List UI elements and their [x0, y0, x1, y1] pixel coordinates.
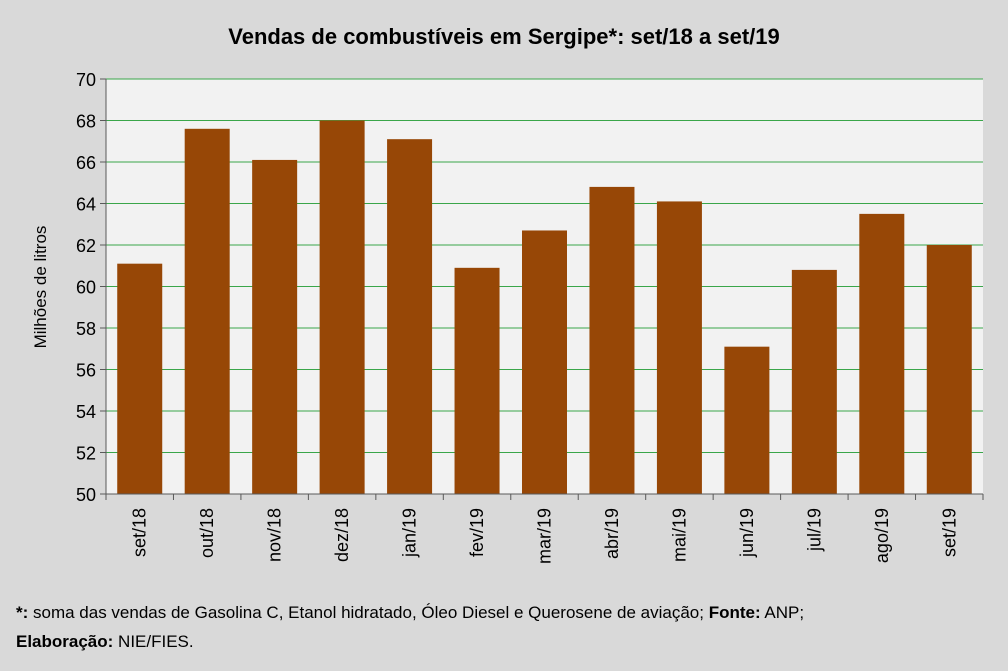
x-tick-label: abr/19 — [602, 508, 622, 559]
bar-mar-19 — [522, 230, 567, 494]
x-tick-label: mar/19 — [535, 508, 555, 564]
bar-mai-19 — [656, 201, 702, 495]
x-tick-label: nov/18 — [265, 508, 285, 562]
footnote-source-label: Fonte: — [708, 603, 761, 622]
bar-jul-19 — [791, 269, 837, 494]
x-tick-label: jan/19 — [400, 508, 420, 558]
footnote-source-text: ANP; — [760, 603, 805, 622]
y-tick-label: 62 — [76, 236, 96, 256]
footnote-star-label: *: — [16, 603, 29, 622]
y-tick-label: 60 — [76, 278, 96, 298]
x-tick-label: ago/19 — [872, 508, 892, 563]
bar-ago-19 — [859, 213, 905, 494]
bar-set-19 — [926, 245, 972, 494]
y-tick-label: 68 — [76, 112, 96, 132]
bar-chart: Vendas de combustíveis em Sergipe*: set/… — [31, 24, 984, 564]
x-tick-label: out/18 — [197, 508, 217, 558]
bar-out-18 — [184, 128, 230, 495]
x-tick-label: set/18 — [130, 508, 150, 557]
y-axis-label: Milhões de litros — [31, 226, 50, 349]
bar-jun-19 — [724, 346, 770, 494]
y-tick-label: 52 — [76, 444, 96, 464]
x-tick-label: fev/19 — [467, 508, 487, 557]
x-tick-label: set/19 — [939, 508, 959, 557]
y-tick-label: 64 — [76, 195, 96, 215]
y-tick-label: 58 — [76, 319, 96, 339]
footnote-author-text: NIE/FIES. — [113, 632, 194, 651]
x-tick-label: dez/18 — [332, 508, 352, 562]
bar-set-18 — [117, 263, 163, 494]
bar-nov-18 — [252, 159, 298, 495]
x-tick-label: jul/19 — [804, 508, 824, 552]
y-tick-label: 66 — [76, 153, 96, 173]
y-tick-label: 70 — [76, 70, 96, 90]
x-tick-label: mai/19 — [669, 508, 689, 562]
footnote-author-label: Elaboração: — [16, 632, 114, 651]
bar-fev-19 — [454, 267, 500, 494]
y-tick-label: 54 — [76, 402, 96, 422]
footnote: *: soma das vendas de Gasolina C, Etanol… — [16, 598, 804, 656]
bar-jan-19 — [387, 139, 433, 495]
footnote-star-text: soma das vendas de Gasolina C, Etanol hi… — [28, 603, 709, 622]
y-tick-label: 50 — [76, 485, 96, 505]
chart-title: Vendas de combustíveis em Sergipe*: set/… — [228, 24, 779, 49]
y-tick-label: 56 — [76, 361, 96, 381]
x-tick-label: jun/19 — [737, 508, 757, 558]
bar-abr-19 — [589, 186, 635, 494]
bar-dez-18 — [319, 120, 365, 494]
